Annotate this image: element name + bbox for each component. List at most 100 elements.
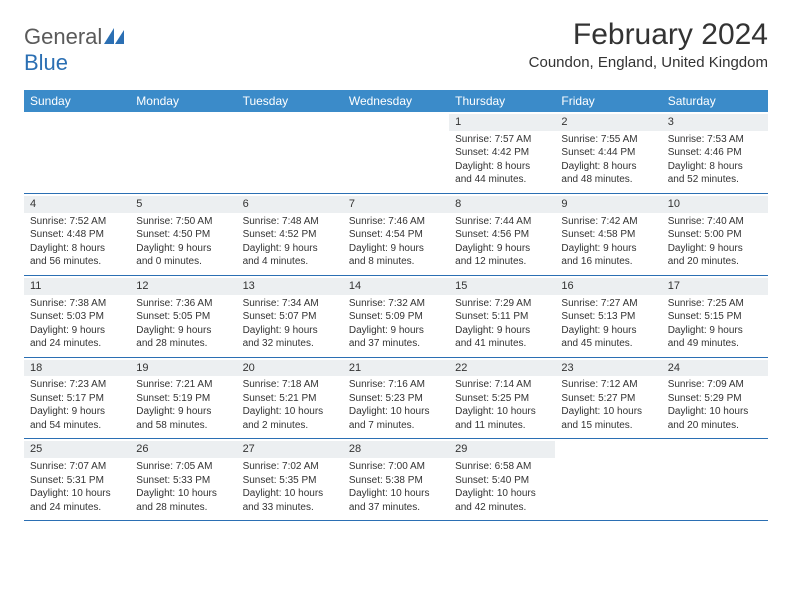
sunset-text: Sunset: 4:48 PM bbox=[30, 228, 124, 242]
sunset-text: Sunset: 5:23 PM bbox=[349, 392, 443, 406]
sunrise-text: Sunrise: 7:48 AM bbox=[243, 215, 337, 229]
sunrise-text: Sunrise: 7:42 AM bbox=[561, 215, 655, 229]
page-header: General Blue February 2024 Coundon, Engl… bbox=[24, 18, 768, 76]
day-cell: 20Sunrise: 7:18 AMSunset: 5:21 PMDayligh… bbox=[237, 358, 343, 439]
daylight-text: and 2 minutes. bbox=[243, 419, 337, 433]
logo-text-wrap: General Blue bbox=[24, 24, 126, 76]
daylight-text: and 58 minutes. bbox=[136, 419, 230, 433]
weekday-header-row: Sunday Monday Tuesday Wednesday Thursday… bbox=[24, 90, 768, 112]
daylight-text: Daylight: 9 hours bbox=[243, 242, 337, 256]
daylight-text: Daylight: 9 hours bbox=[455, 242, 549, 256]
day-number: 11 bbox=[24, 278, 130, 295]
sunrise-text: Sunrise: 7:57 AM bbox=[455, 133, 549, 147]
location-text: Coundon, England, United Kingdom bbox=[529, 54, 768, 71]
sunset-text: Sunset: 5:13 PM bbox=[561, 310, 655, 324]
logo-text-general: General bbox=[24, 24, 102, 49]
sunset-text: Sunset: 4:52 PM bbox=[243, 228, 337, 242]
daylight-text: and 37 minutes. bbox=[349, 337, 443, 351]
day-cell: 8Sunrise: 7:44 AMSunset: 4:56 PMDaylight… bbox=[449, 194, 555, 275]
day-cell: 27Sunrise: 7:02 AMSunset: 5:35 PMDayligh… bbox=[237, 439, 343, 520]
daylight-text: Daylight: 9 hours bbox=[349, 324, 443, 338]
day-number: 27 bbox=[237, 441, 343, 458]
daylight-text: Daylight: 9 hours bbox=[30, 324, 124, 338]
week-row: 1Sunrise: 7:57 AMSunset: 4:42 PMDaylight… bbox=[24, 112, 768, 194]
sunrise-text: Sunrise: 7:23 AM bbox=[30, 378, 124, 392]
logo-sail-icon bbox=[104, 28, 126, 49]
day-number: 3 bbox=[662, 114, 768, 131]
day-number: 20 bbox=[237, 360, 343, 377]
daylight-text: Daylight: 10 hours bbox=[349, 405, 443, 419]
weekday-header: Wednesday bbox=[343, 90, 449, 112]
daylight-text: Daylight: 10 hours bbox=[136, 487, 230, 501]
logo: General Blue bbox=[24, 24, 126, 76]
daylight-text: and 33 minutes. bbox=[243, 501, 337, 515]
day-cell: 10Sunrise: 7:40 AMSunset: 5:00 PMDayligh… bbox=[662, 194, 768, 275]
day-number: 19 bbox=[130, 360, 236, 377]
weekday-header: Tuesday bbox=[237, 90, 343, 112]
daylight-text: and 48 minutes. bbox=[561, 173, 655, 187]
sunrise-text: Sunrise: 7:02 AM bbox=[243, 460, 337, 474]
daylight-text: and 4 minutes. bbox=[243, 255, 337, 269]
logo-text-blue: Blue bbox=[24, 50, 68, 75]
sunrise-text: Sunrise: 7:12 AM bbox=[561, 378, 655, 392]
day-cell: 9Sunrise: 7:42 AMSunset: 4:58 PMDaylight… bbox=[555, 194, 661, 275]
day-cell: 16Sunrise: 7:27 AMSunset: 5:13 PMDayligh… bbox=[555, 276, 661, 357]
day-cell: 25Sunrise: 7:07 AMSunset: 5:31 PMDayligh… bbox=[24, 439, 130, 520]
day-number: 4 bbox=[24, 196, 130, 213]
day-cell: 12Sunrise: 7:36 AMSunset: 5:05 PMDayligh… bbox=[130, 276, 236, 357]
daylight-text: and 0 minutes. bbox=[136, 255, 230, 269]
sunset-text: Sunset: 5:31 PM bbox=[30, 474, 124, 488]
week-row: 25Sunrise: 7:07 AMSunset: 5:31 PMDayligh… bbox=[24, 439, 768, 521]
day-number: 29 bbox=[449, 441, 555, 458]
sunrise-text: Sunrise: 7:05 AM bbox=[136, 460, 230, 474]
daylight-text: Daylight: 9 hours bbox=[243, 324, 337, 338]
day-cell: 28Sunrise: 7:00 AMSunset: 5:38 PMDayligh… bbox=[343, 439, 449, 520]
sunrise-text: Sunrise: 7:29 AM bbox=[455, 297, 549, 311]
day-cell: 2Sunrise: 7:55 AMSunset: 4:44 PMDaylight… bbox=[555, 112, 661, 193]
month-title: February 2024 bbox=[529, 18, 768, 52]
day-cell: 21Sunrise: 7:16 AMSunset: 5:23 PMDayligh… bbox=[343, 358, 449, 439]
daylight-text: and 52 minutes. bbox=[668, 173, 762, 187]
day-number: 10 bbox=[662, 196, 768, 213]
sunset-text: Sunset: 4:46 PM bbox=[668, 146, 762, 160]
sunset-text: Sunset: 5:38 PM bbox=[349, 474, 443, 488]
sunset-text: Sunset: 5:25 PM bbox=[455, 392, 549, 406]
sunrise-text: Sunrise: 7:25 AM bbox=[668, 297, 762, 311]
sunset-text: Sunset: 5:27 PM bbox=[561, 392, 655, 406]
sunset-text: Sunset: 4:42 PM bbox=[455, 146, 549, 160]
day-cell: 26Sunrise: 7:05 AMSunset: 5:33 PMDayligh… bbox=[130, 439, 236, 520]
day-number: 14 bbox=[343, 278, 449, 295]
daylight-text: and 42 minutes. bbox=[455, 501, 549, 515]
daylight-text: Daylight: 9 hours bbox=[668, 242, 762, 256]
sunset-text: Sunset: 5:21 PM bbox=[243, 392, 337, 406]
daylight-text: Daylight: 9 hours bbox=[668, 324, 762, 338]
daylight-text: and 32 minutes. bbox=[243, 337, 337, 351]
empty-day-cell bbox=[555, 439, 661, 520]
week-row: 4 Sunrise: 7:52 AMSunset: 4:48 PM Daylight… bbox=[24, 194, 768, 276]
daylight-text: and 28 minutes. bbox=[136, 501, 230, 515]
day-cell: 14Sunrise: 7:32 AMSunset: 5:09 PMDayligh… bbox=[343, 276, 449, 357]
sunset-text: Sunset: 5:11 PM bbox=[455, 310, 549, 324]
sunset-text: Sunset: 5:03 PM bbox=[30, 310, 124, 324]
sunset-text: Sunset: 5:15 PM bbox=[668, 310, 762, 324]
daylight-text: Daylight: 8 hours bbox=[668, 160, 762, 174]
day-cell: 11Sunrise: 7:38 AMSunset: 5:03 PMDayligh… bbox=[24, 276, 130, 357]
week-row: 18Sunrise: 7:23 AMSunset: 5:17 PMDayligh… bbox=[24, 358, 768, 440]
day-number: 22 bbox=[449, 360, 555, 377]
day-cell: 4Sunrise: 7:52 AMSunset: 4:48 PMDaylight… bbox=[24, 194, 130, 275]
sunrise-text: Sunrise: 7:21 AM bbox=[136, 378, 230, 392]
sunrise-text: Sunrise: 7:32 AM bbox=[349, 297, 443, 311]
sunset-text: Sunset: 5:05 PM bbox=[136, 310, 230, 324]
daylight-text: and 24 minutes. bbox=[30, 337, 124, 351]
daylight-text: Daylight: 9 hours bbox=[561, 324, 655, 338]
daylight-text: and 45 minutes. bbox=[561, 337, 655, 351]
sunrise-text: Sunrise: 7:36 AM bbox=[136, 297, 230, 311]
daylight-text: and 16 minutes. bbox=[561, 255, 655, 269]
sunset-text: Sunset: 4:54 PM bbox=[349, 228, 443, 242]
daylight-text: and 7 minutes. bbox=[349, 419, 443, 433]
daylight-text: Daylight: 10 hours bbox=[349, 487, 443, 501]
sunrise-text: Sunrise: 7:52 AM bbox=[30, 215, 124, 229]
day-cell: 19Sunrise: 7:21 AMSunset: 5:19 PMDayligh… bbox=[130, 358, 236, 439]
sunrise-text: Sunrise: 7:44 AM bbox=[455, 215, 549, 229]
weeks-container: 1Sunrise: 7:57 AMSunset: 4:42 PMDaylight… bbox=[24, 112, 768, 521]
